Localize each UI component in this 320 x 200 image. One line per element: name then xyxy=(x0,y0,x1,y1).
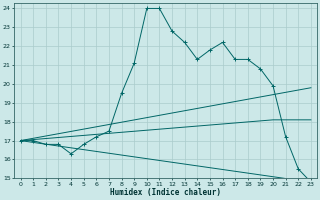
X-axis label: Humidex (Indice chaleur): Humidex (Indice chaleur) xyxy=(110,188,221,197)
